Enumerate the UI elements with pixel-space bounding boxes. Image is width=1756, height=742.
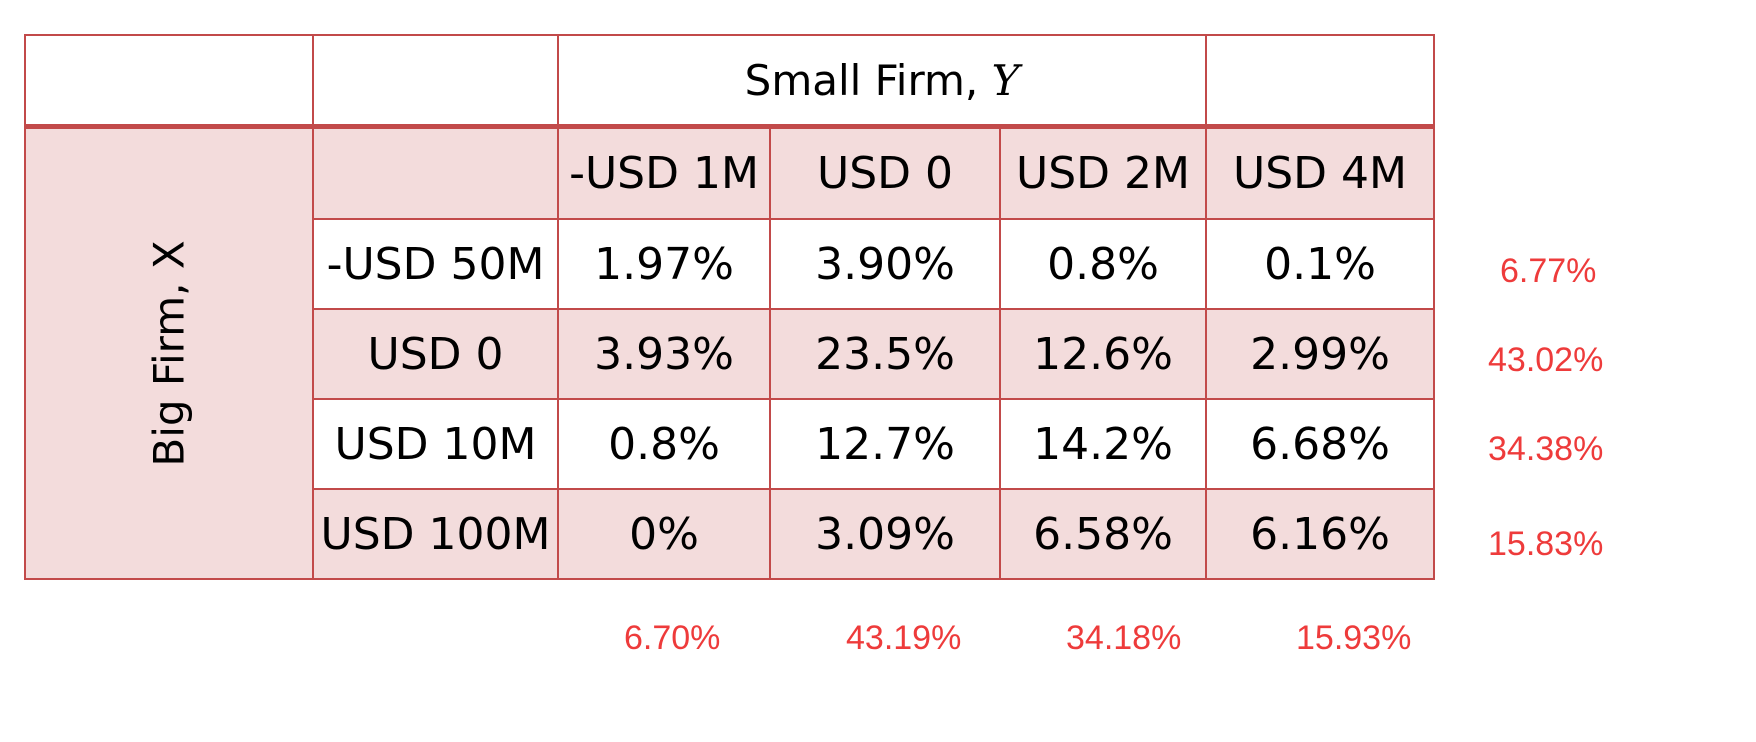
probability-cell: 1.97% <box>557 218 771 310</box>
probability-cell: 6.68% <box>1205 398 1435 490</box>
row-total: 34.38% <box>1488 430 1604 468</box>
probability-cell: 6.16% <box>1205 488 1435 580</box>
column-total: 34.18% <box>1066 619 1182 657</box>
probability-cell: 0% <box>557 488 771 580</box>
corner-cell <box>24 34 314 129</box>
probability-cell: 2.99% <box>1205 308 1435 400</box>
big-firm-label: Big Firm, X <box>144 240 194 467</box>
probability-cell: 12.7% <box>769 398 1001 490</box>
probability-cell: 3.09% <box>769 488 1001 580</box>
corner-cell <box>312 34 559 129</box>
probability-cell: 0.1% <box>1205 218 1435 310</box>
table-row: USD 10M 0.8% 12.7% 14.2% 6.68% <box>25 398 1435 490</box>
probability-cell: 3.93% <box>557 308 771 400</box>
column-header: USD 2M <box>999 125 1207 220</box>
column-header: USD 4M <box>1205 125 1435 220</box>
probability-cell: 0.8% <box>557 398 771 490</box>
column-header-row: Big Firm, X -USD 1M USD 0 USD 2M USD 4M <box>24 125 1435 580</box>
row-label: -USD 50M <box>312 218 559 310</box>
table-row: -USD 50M 1.97% 3.90% 0.8% 0.1% <box>25 218 1435 310</box>
row-label: USD 100M <box>312 488 559 580</box>
probability-cell: 0.8% <box>999 218 1207 310</box>
row-total: 6.77% <box>1500 252 1597 290</box>
header-blank-cell <box>1205 34 1435 129</box>
row-label: USD 10M <box>312 398 559 490</box>
column-header-blank <box>312 125 559 220</box>
small-firm-label: Small Firm, Y <box>744 55 1020 105</box>
row-total: 15.83% <box>1488 525 1604 563</box>
probability-cell: 6.58% <box>999 488 1207 580</box>
row-total: 43.02% <box>1488 341 1604 379</box>
header-row: Small Firm, Y <box>24 34 1435 129</box>
probability-cell: 12.6% <box>999 308 1207 400</box>
column-total: 43.19% <box>846 619 962 657</box>
column-total: 6.70% <box>624 619 721 657</box>
small-firm-header: Small Firm, Y <box>557 34 1207 129</box>
probability-cell: 23.5% <box>769 308 1001 400</box>
table-row: USD 0 3.93% 23.5% 12.6% 2.99% <box>25 308 1435 400</box>
probability-cell: 14.2% <box>999 398 1207 490</box>
column-total: 15.93% <box>1296 619 1412 657</box>
big-firm-header: Big Firm, X <box>24 125 314 580</box>
joint-distribution-table: Small Firm, Y Big Firm, X -USD 1M USD 0 … <box>24 34 1435 580</box>
column-header: USD 0 <box>769 125 1001 220</box>
table-row: USD 100M 0% 3.09% 6.58% 6.16% <box>25 488 1435 580</box>
row-label: USD 0 <box>312 308 559 400</box>
probability-cell: 3.90% <box>769 218 1001 310</box>
column-header: -USD 1M <box>557 125 771 220</box>
